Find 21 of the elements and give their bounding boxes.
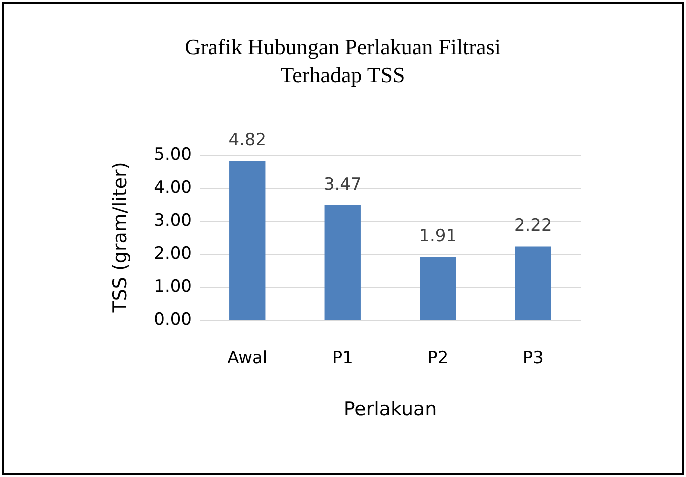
- data-label: 4.82: [228, 130, 267, 150]
- bar: [324, 205, 361, 320]
- y-tick-label: 1.00: [154, 277, 192, 297]
- x-tick-label: P1: [332, 348, 354, 368]
- y-axis-title: TSS (gram/liter): [110, 162, 132, 314]
- y-tick-label: 3.00: [154, 211, 192, 231]
- x-tick-label: P2: [428, 348, 449, 368]
- y-tick-label: 5.00: [154, 145, 192, 165]
- data-label: 3.47: [324, 174, 362, 195]
- y-tick-label: 0.00: [154, 310, 192, 330]
- bar: [515, 246, 552, 320]
- chart-title: Grafik Hubungan Perlakuan Filtrasi Terhadap TSS: [185, 34, 501, 88]
- bar: [230, 160, 266, 320]
- y-tick-label: 2.00: [154, 244, 192, 264]
- data-label: 2.22: [514, 216, 552, 236]
- data-label: 1.91: [419, 226, 458, 246]
- x-tick-label: Awal: [228, 348, 268, 368]
- x-axis-title: Perlakuan: [344, 398, 438, 420]
- x-tick-label: P3: [522, 348, 544, 368]
- bar: [420, 256, 456, 320]
- y-tick-label: 4.00: [154, 178, 192, 198]
